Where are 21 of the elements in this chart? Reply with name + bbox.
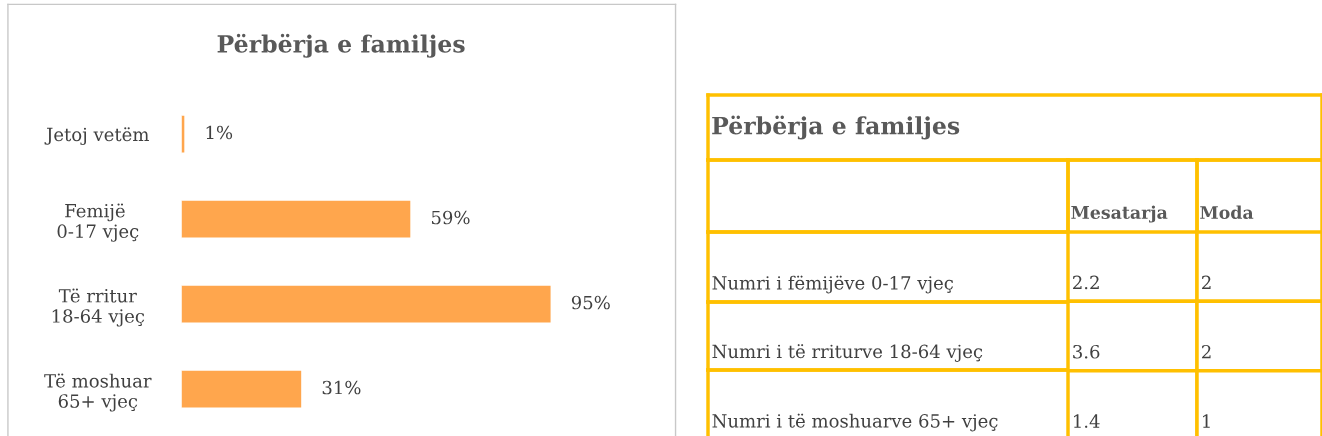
data-label: 31% [322, 380, 361, 395]
data-label: 2.2 [1073, 275, 1099, 290]
data-label: 1% [206, 125, 233, 140]
y-tick-label: Jetoj vetëm [44, 127, 149, 145]
x-tick-label: Moda [1200, 205, 1254, 220]
y-tick-label: Femijë 0-17 vjeç [57, 203, 139, 242]
y-tick-label: Të moshuar 65+ vjeç [44, 373, 152, 412]
x-tick-label: Mesatarja [1071, 205, 1168, 223]
data-label: 2 [1202, 275, 1211, 289]
data-label: 2 [1202, 344, 1211, 359]
y-tick-label: Numri i të moshuarve 65+ vjeç [712, 413, 998, 432]
y-tick-label: Të rritur 18-64 vjeç [52, 288, 145, 327]
data-label: 1 [1203, 414, 1210, 428]
data-label: 59% [431, 210, 470, 225]
data-label: 1.4 [1074, 414, 1100, 428]
data-label: 95% [571, 295, 610, 310]
text: Përbërja e familjes [712, 115, 960, 140]
data-label: 3.6 [1073, 344, 1100, 359]
y-tick-label: Numri i të rriturve 18-64 vjeç [712, 344, 983, 362]
chart-title: Përbërja e familjes [217, 33, 465, 58]
y-tick-label: Numri i fëmijëve 0-17 vjeç [712, 275, 954, 294]
